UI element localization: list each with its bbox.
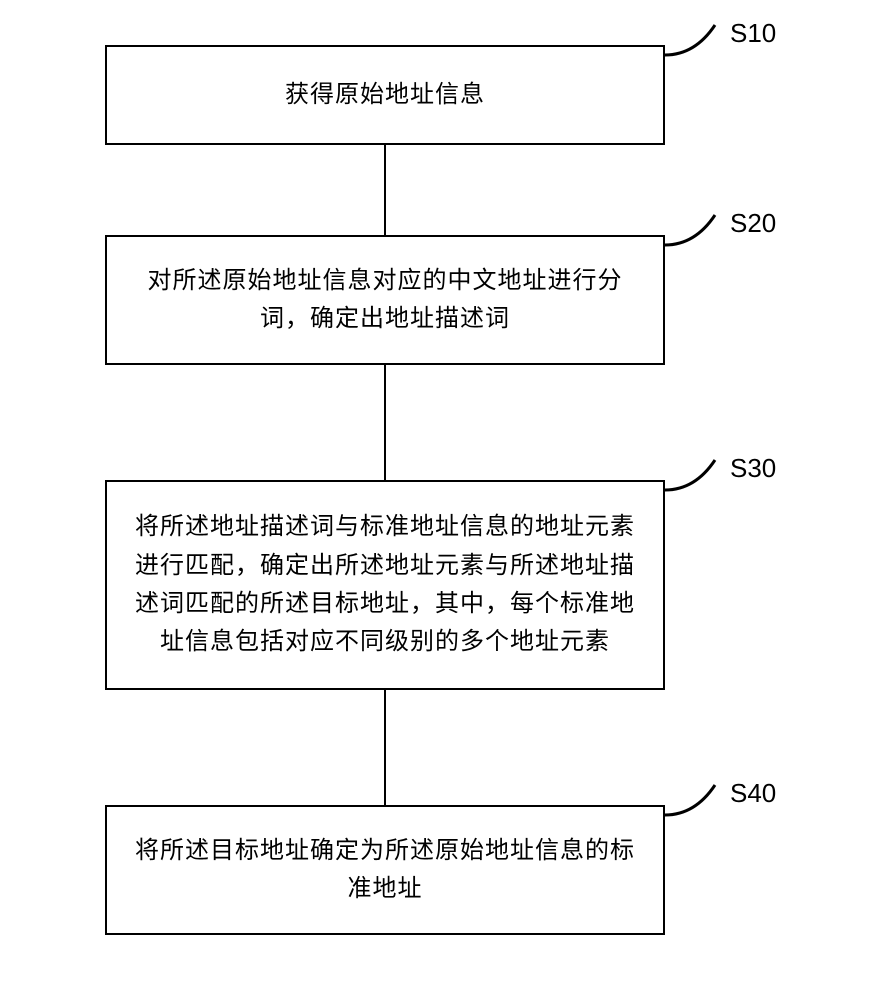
node-s10: 获得原始地址信息 — [105, 45, 665, 145]
label-s40: S40 — [730, 778, 776, 809]
connector-s20-s30 — [384, 365, 386, 480]
label-curve-s20 — [660, 210, 730, 250]
node-s40-text: 将所述目标地址确定为所述原始地址信息的标准地址 — [127, 832, 643, 909]
node-s30: 将所述地址描述词与标准地址信息的地址元素进行匹配，确定出所述地址元素与所述地址描… — [105, 480, 665, 690]
label-curve-s30 — [660, 455, 730, 495]
flowchart-container: 获得原始地址信息 S10 对所述原始地址信息对应的中文地址进行分词，确定出地址描… — [0, 0, 872, 1000]
node-s40: 将所述目标地址确定为所述原始地址信息的标准地址 — [105, 805, 665, 935]
node-s20-text: 对所述原始地址信息对应的中文地址进行分词，确定出地址描述词 — [127, 262, 643, 339]
node-s10-text: 获得原始地址信息 — [285, 76, 485, 114]
label-s10: S10 — [730, 18, 776, 49]
node-s20: 对所述原始地址信息对应的中文地址进行分词，确定出地址描述词 — [105, 235, 665, 365]
connector-s30-s40 — [384, 690, 386, 805]
label-curve-s10 — [660, 20, 730, 60]
label-s20: S20 — [730, 208, 776, 239]
label-s30: S30 — [730, 453, 776, 484]
label-curve-s40 — [660, 780, 730, 820]
node-s30-text: 将所述地址描述词与标准地址信息的地址元素进行匹配，确定出所述地址元素与所述地址描… — [127, 508, 643, 662]
connector-s10-s20 — [384, 145, 386, 235]
